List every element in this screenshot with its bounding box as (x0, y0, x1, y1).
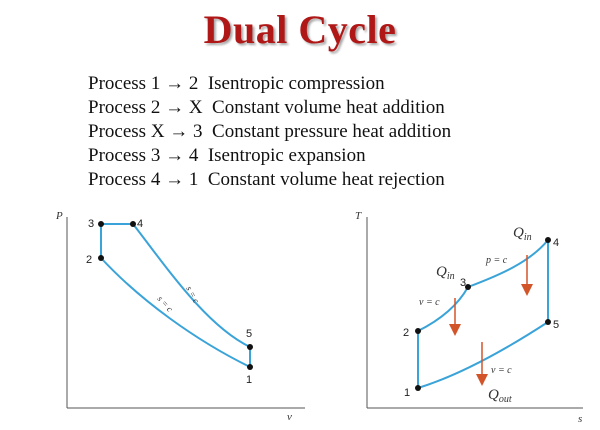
process-list: Process 1 → 2 Isentropic compression Pro… (88, 72, 451, 192)
pv-cycle-path (100, 223, 251, 368)
ts-y-label: T (355, 210, 362, 222)
process-item: Process 3 → 4 Isentropic expansion (88, 145, 366, 166)
pv-state-label-4: 4 (137, 218, 143, 230)
pv-state-point-3 (98, 221, 104, 227)
pv-state-point-5 (247, 344, 253, 350)
pv-y-label: P (55, 210, 63, 222)
arrow-icon: → (165, 97, 185, 118)
process-item: Process 1 → 2 Isentropic compression (88, 73, 385, 94)
pv-state-point-1 (247, 364, 253, 370)
page-title: Dual Cycle (203, 7, 397, 52)
ts-state-label-4: 4 (553, 237, 559, 249)
pv-state-label-2: 2 (86, 254, 92, 266)
ts-heat-label-qout: Qout (488, 387, 512, 405)
pv-state-point-4 (130, 221, 136, 227)
arrow-icon: → (165, 145, 185, 166)
arrow-icon: → (165, 73, 185, 94)
pv-x-label: v (287, 411, 292, 423)
ts-state-label-2: 2 (403, 327, 409, 339)
ts-state-point-4 (545, 237, 551, 243)
pv-diagram: P v 1 2 3 4 5 s = c s = c (55, 210, 305, 423)
arrow-icon: → (165, 169, 185, 190)
ts-state-point-1 (415, 385, 421, 391)
ts-heat-label-qin-right: Qin (513, 225, 532, 243)
process-item: Process X → 3 Constant pressure heat add… (88, 121, 452, 142)
ts-state-label-3: 3 (460, 277, 466, 289)
ts-state-point-5 (545, 319, 551, 325)
arrow-icon: → (169, 121, 189, 142)
ts-curve-label-v-c-upper: v = c (419, 297, 440, 308)
ts-state-point-2 (415, 328, 421, 334)
pv-state-label-5: 5 (246, 328, 252, 340)
ts-curve-label-p-c: p = c (485, 255, 508, 266)
ts-heat-label-qin-left: Qin (436, 264, 455, 282)
ts-cycle-path (417, 239, 549, 389)
process-item: Process 2 → X Constant volume heat addit… (88, 97, 445, 118)
ts-state-point-3 (465, 284, 471, 290)
ts-diagram: T s 1 2 3 4 5 v = c p = c v = c Qin Qin … (355, 210, 583, 425)
ts-x-label: s (578, 413, 582, 425)
ts-state-label-5: 5 (553, 319, 559, 331)
pv-state-label-1: 1 (246, 374, 252, 386)
pv-state-label-3: 3 (88, 218, 94, 230)
ts-state-label-1: 1 (404, 387, 410, 399)
ts-curve-label-v-c-lower: v = c (491, 365, 512, 376)
process-item: Process 4 → 1 Constant volume heat rejec… (88, 169, 445, 190)
pv-state-point-2 (98, 255, 104, 261)
pv-process-label-upper: s = c (184, 284, 201, 305)
